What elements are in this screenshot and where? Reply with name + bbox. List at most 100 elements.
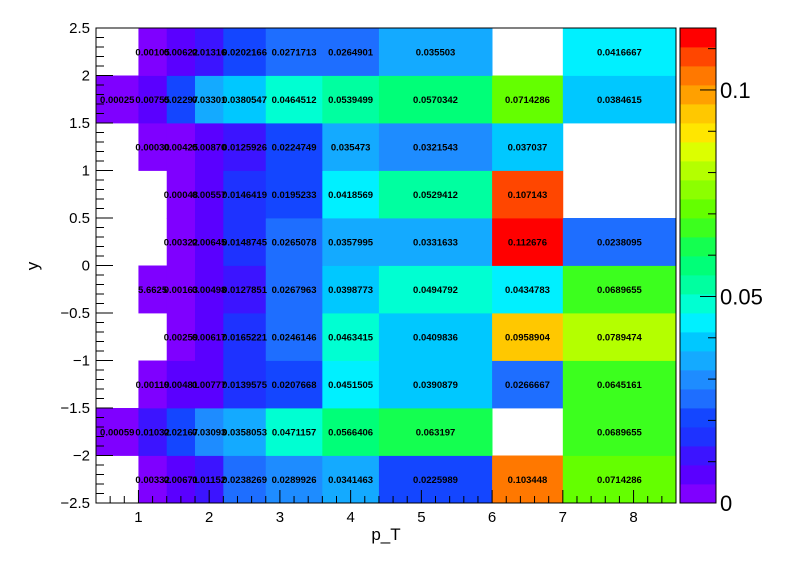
heatmap-cell <box>265 265 323 314</box>
y-tick-label: −0.5 <box>60 305 90 322</box>
cell-value-label: 0.0265078 <box>272 237 317 248</box>
cell-value-label: 0.00025 <box>100 95 135 106</box>
color-scale-swatch <box>680 332 716 352</box>
cell-value-label: 0.0146419 <box>222 190 267 201</box>
heatmap-cell <box>322 408 380 456</box>
heatmap-cell <box>378 408 493 456</box>
heatmap-cell <box>265 360 323 409</box>
heatmap-cell <box>138 28 168 76</box>
heatmap-cell <box>322 28 380 76</box>
cell-value-label: 0.0246146 <box>272 332 317 343</box>
cell-value-label: 0.00870 <box>192 142 226 153</box>
color-scale-swatch <box>680 66 716 86</box>
y-tick-label: −2.5 <box>60 495 90 512</box>
cell-value-label: 0.0289926 <box>272 475 317 486</box>
cell-value-label: 0.00671 <box>164 475 199 486</box>
heatmap-cell <box>138 75 168 124</box>
cell-value-label: 0.0224749 <box>272 142 317 153</box>
color-scale-swatch <box>680 351 716 371</box>
heatmap-cell <box>322 265 380 314</box>
y-axis: −2.5 −2 −1.5 −1 −0.5 0 0.5 1 1.5 2 2.5 <box>60 20 113 512</box>
color-scale: 0 0.05 0.1 <box>679 27 763 516</box>
x-axis: 1 2 3 4 5 6 7 8 <box>109 490 663 526</box>
x-tick-label: 1 <box>134 509 142 526</box>
cell-value-label: 0.00425 <box>164 142 199 153</box>
y-tick-label: 0 <box>82 258 90 275</box>
heatmap-cell <box>492 455 564 504</box>
heatmap-cell <box>322 75 380 124</box>
heatmap-cell <box>223 408 267 456</box>
y-tick-label: 0.5 <box>69 210 90 227</box>
heatmap-cell <box>223 265 267 314</box>
color-scale-swatch <box>680 446 716 466</box>
heatmap-cell <box>195 123 224 171</box>
cell-value-label: 5.6625 <box>138 285 168 296</box>
cell-value-label: 0.00332 <box>135 475 169 486</box>
color-scale-swatch <box>680 427 716 447</box>
heatmap-cell <box>223 360 267 409</box>
x-tick-label: 4 <box>346 509 354 526</box>
cell-value-label: 0.0238269 <box>222 475 267 486</box>
cell-value-label: 0.00481 <box>164 380 199 391</box>
cell-value-label: 0.0321543 <box>413 142 458 153</box>
cell-value-label: 0.0358053 <box>222 427 267 438</box>
heatmap-cell <box>562 75 677 124</box>
heatmap-cell <box>138 123 168 171</box>
y-tick-label: 1.5 <box>69 115 90 132</box>
heatmap-cell <box>223 313 267 361</box>
cell-value-label: 0.03301 <box>192 95 227 106</box>
heatmap-cell <box>492 170 564 219</box>
y-tick-label: −2 <box>73 448 90 465</box>
heatmap-cell <box>492 218 564 266</box>
cell-value-label: 0.01152 <box>192 475 226 486</box>
cell-value-label: 0.112676 <box>508 237 547 248</box>
color-scale-swatch <box>680 199 716 219</box>
cell-value-label: 0.0341463 <box>328 475 373 486</box>
y-tick-label: 2.5 <box>69 20 90 37</box>
x-tick-label: 6 <box>488 509 496 526</box>
cell-value-label: 0.00777 <box>192 380 226 391</box>
heatmap-cell <box>378 360 493 409</box>
cell-value-label: 0.0207668 <box>272 380 317 391</box>
y-tick-label: −1.5 <box>60 400 90 417</box>
heatmap-cell <box>96 75 139 124</box>
heatmap-cells <box>96 28 677 504</box>
heatmap-cell <box>138 455 168 504</box>
heatmap-cell <box>492 265 564 314</box>
cell-value-label: 0.0127851 <box>222 285 268 296</box>
cell-value-label: 0.00105 <box>135 47 170 58</box>
heatmap-cell <box>195 265 224 314</box>
color-scale-frame <box>679 27 717 504</box>
heatmap-cell <box>195 313 224 361</box>
cell-value-label: 0.0464512 <box>272 95 317 106</box>
heatmap-cell <box>322 218 380 266</box>
y-axis-label: y <box>23 261 42 270</box>
heatmap-cell <box>166 455 196 504</box>
color-scale-swatch <box>680 142 716 162</box>
color-scale-swatch <box>680 85 716 105</box>
cell-value-label: 0.0566406 <box>328 427 373 438</box>
cell-value-label: 0.0202166 <box>222 47 267 58</box>
color-scale-swatch <box>680 161 716 181</box>
cell-value-label: 0.00259 <box>164 332 198 343</box>
cell-value-label: 0.0416667 <box>597 47 642 58</box>
cell-value-label: 0.063197 <box>416 427 456 438</box>
color-scale-tick-label: 0.05 <box>720 284 763 309</box>
heatmap-cell <box>166 28 196 76</box>
color-scale-swatch <box>680 47 716 67</box>
heatmap-cell <box>166 265 196 314</box>
heatmap-cell <box>223 455 267 504</box>
heatmap-cell <box>378 313 493 361</box>
cell-value-label: 0.0958904 <box>505 332 551 343</box>
cell-value-label: 0.0409836 <box>413 332 458 343</box>
heatmap-cell <box>265 218 323 266</box>
heatmap-cell <box>195 360 224 409</box>
cell-value-label: 0.01316 <box>192 47 226 58</box>
heatmap-cell <box>378 265 493 314</box>
cell-value-label: 0.0390879 <box>413 380 458 391</box>
cell-value-label: 0.0714286 <box>597 475 642 486</box>
x-tick-label: 2 <box>205 509 213 526</box>
cell-value-label: 0.0494792 <box>413 285 458 296</box>
heatmap-cell <box>378 75 493 124</box>
